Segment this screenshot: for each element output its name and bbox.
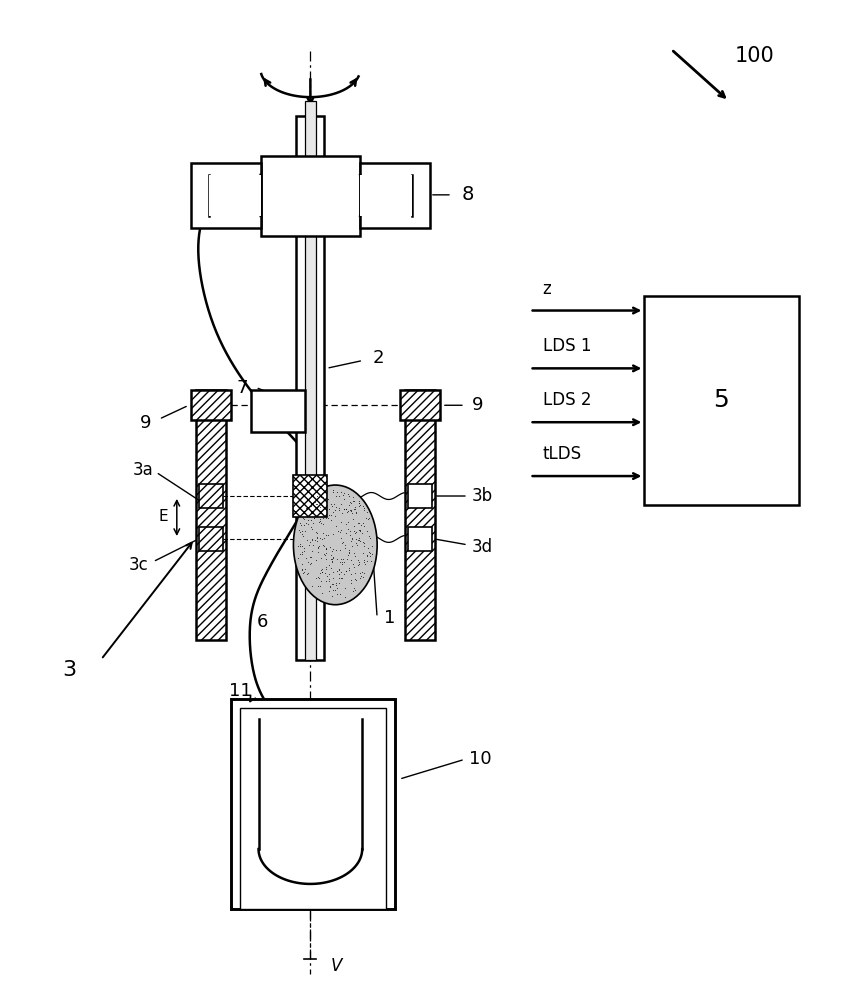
- Text: 3: 3: [62, 660, 76, 680]
- Bar: [360, 175, 412, 216]
- Bar: [239, 708, 386, 909]
- Bar: [296, 116, 324, 660]
- Text: tLDS: tLDS: [542, 445, 582, 463]
- Text: LDS 2: LDS 2: [542, 391, 591, 409]
- Text: 100: 100: [735, 46, 775, 66]
- Text: 3d: 3d: [471, 538, 492, 556]
- Text: 3a: 3a: [133, 461, 153, 479]
- Text: 2: 2: [372, 349, 384, 367]
- Bar: [408, 484, 432, 508]
- Ellipse shape: [294, 485, 377, 605]
- Text: 5: 5: [713, 388, 729, 412]
- Text: 9: 9: [140, 414, 151, 432]
- Bar: [199, 484, 222, 508]
- Bar: [261, 156, 360, 236]
- Text: E: E: [158, 509, 168, 524]
- Bar: [231, 699, 395, 909]
- Bar: [408, 527, 432, 551]
- Text: 1: 1: [384, 609, 396, 627]
- Text: 3b: 3b: [471, 487, 492, 505]
- Bar: [190, 163, 261, 228]
- Text: 11: 11: [229, 682, 252, 700]
- Bar: [405, 390, 435, 640]
- Bar: [305, 101, 316, 660]
- Bar: [250, 390, 305, 432]
- Text: 4: 4: [272, 402, 283, 420]
- Text: LDS 1: LDS 1: [542, 337, 591, 355]
- Text: 9: 9: [472, 396, 484, 414]
- Text: 10: 10: [469, 750, 492, 768]
- Text: 8: 8: [462, 185, 474, 204]
- Bar: [190, 390, 231, 420]
- Bar: [209, 175, 261, 216]
- Bar: [199, 527, 222, 551]
- Bar: [645, 296, 799, 505]
- Bar: [360, 163, 430, 228]
- Bar: [195, 390, 226, 640]
- Text: V: V: [331, 957, 342, 975]
- Text: z: z: [542, 280, 552, 298]
- Text: 7: 7: [237, 379, 249, 397]
- Bar: [400, 390, 440, 420]
- Text: 3c: 3c: [129, 556, 149, 574]
- Bar: [294, 475, 327, 517]
- Text: 6: 6: [257, 613, 268, 631]
